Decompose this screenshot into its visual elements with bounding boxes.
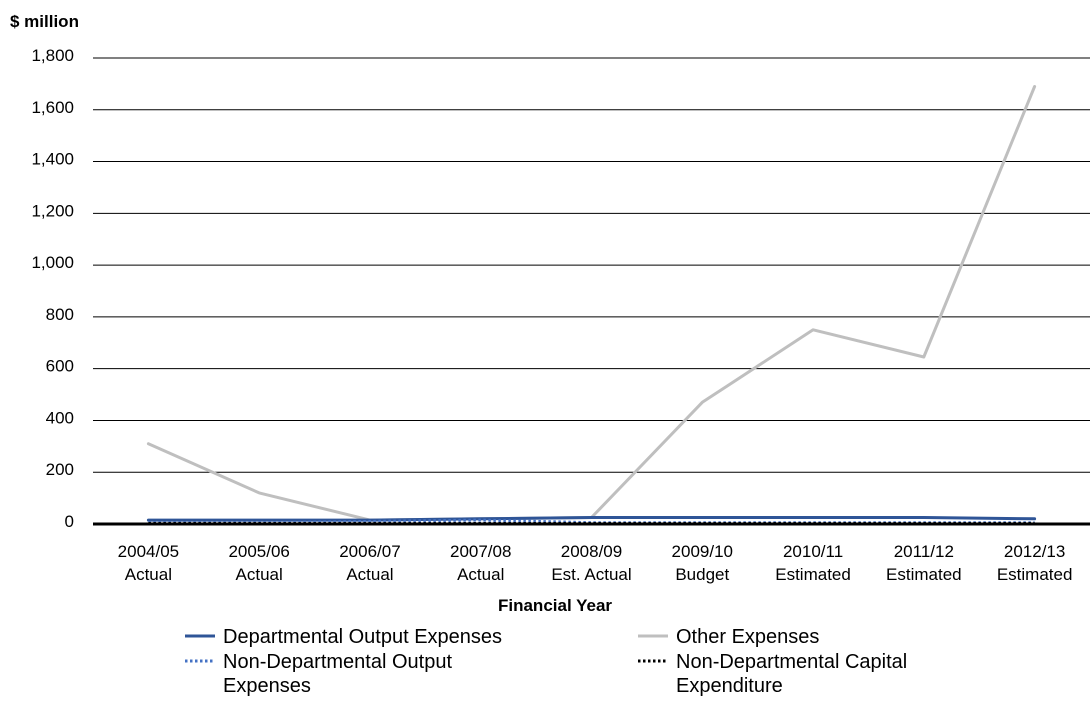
x-tick-labels: 2004/05 Actual 2005/06 Actual 2006/07 Actual 2… [118, 542, 1073, 584]
y-axis-label: $ million [10, 12, 79, 31]
x-tick-label: Actual [346, 565, 393, 584]
y-tick-label: 600 [46, 357, 74, 376]
x-axis-title: Financial Year [498, 596, 612, 615]
y-tick-label: 1,800 [31, 46, 74, 65]
legend-item: Other Expenses [638, 626, 819, 648]
series-line-other-expenses [146, 85, 1037, 522]
series-lines [146, 85, 1037, 525]
x-tick-label: 2008/09 [561, 542, 622, 561]
y-tick-label: 1,000 [31, 253, 74, 272]
legend: Departmental Output Expenses Other Expens… [185, 626, 907, 697]
x-tick-label: 2005/06 [228, 542, 289, 561]
x-tick-label: 2009/10 [672, 542, 733, 561]
x-tick-label: Budget [675, 565, 729, 584]
x-tick-label: 2010/11 [783, 542, 843, 561]
legend-label: Departmental Output Expenses [223, 626, 502, 648]
x-tick-label: 2007/08 [450, 542, 511, 561]
y-tick-label: 1,400 [31, 150, 74, 169]
x-tick-label: Estimated [997, 565, 1073, 584]
legend-label: Non-Departmental Output [223, 651, 452, 673]
x-tick-label: 2012/13 [1004, 542, 1065, 561]
y-tick-label: 800 [46, 305, 74, 324]
x-tick-label: Actual [457, 565, 504, 584]
x-tick-label: 2006/07 [339, 542, 400, 561]
x-tick-label: 2004/05 [118, 542, 179, 561]
x-tick-label: Actual [236, 565, 283, 584]
series-line-departmental-output-expenses [146, 516, 1037, 522]
legend-item: Departmental Output Expenses [185, 626, 502, 648]
x-tick-label: 2011/12 [894, 542, 954, 561]
legend-label: Expenses [223, 675, 311, 697]
y-tick-label: 400 [46, 408, 74, 427]
y-tick-label: 0 [65, 512, 74, 531]
legend-label: Other Expenses [676, 626, 819, 648]
x-tick-label: Actual [125, 565, 172, 584]
x-tick-label: Est. Actual [551, 565, 631, 584]
x-tick-label: Estimated [775, 565, 851, 584]
y-tick-label: 200 [46, 460, 74, 479]
legend-label: Expenditure [676, 675, 783, 697]
x-tick-label: Estimated [886, 565, 962, 584]
y-tick-label: 1,200 [31, 201, 74, 220]
y-tick-label: 1,600 [31, 98, 74, 117]
legend-label: Non-Departmental Capital [676, 651, 907, 673]
gridlines [93, 57, 1090, 473]
y-tick-labels: 0 200 400 600 800 1,000 1,200 1,400 1,600 1,800 [31, 46, 74, 531]
